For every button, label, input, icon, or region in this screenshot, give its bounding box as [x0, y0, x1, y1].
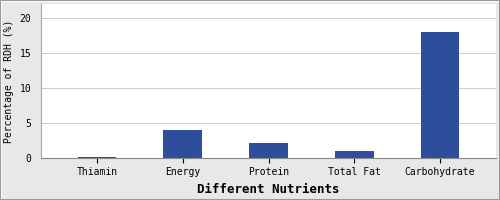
Bar	[78, 157, 116, 158]
Y-axis label: Percentage of RDH (%): Percentage of RDH (%)	[4, 19, 14, 143]
Bar	[335, 151, 374, 158]
X-axis label: Different Nutrients: Different Nutrients	[198, 183, 340, 196]
Bar	[421, 32, 460, 158]
Bar	[249, 143, 288, 158]
Bar	[164, 130, 202, 158]
